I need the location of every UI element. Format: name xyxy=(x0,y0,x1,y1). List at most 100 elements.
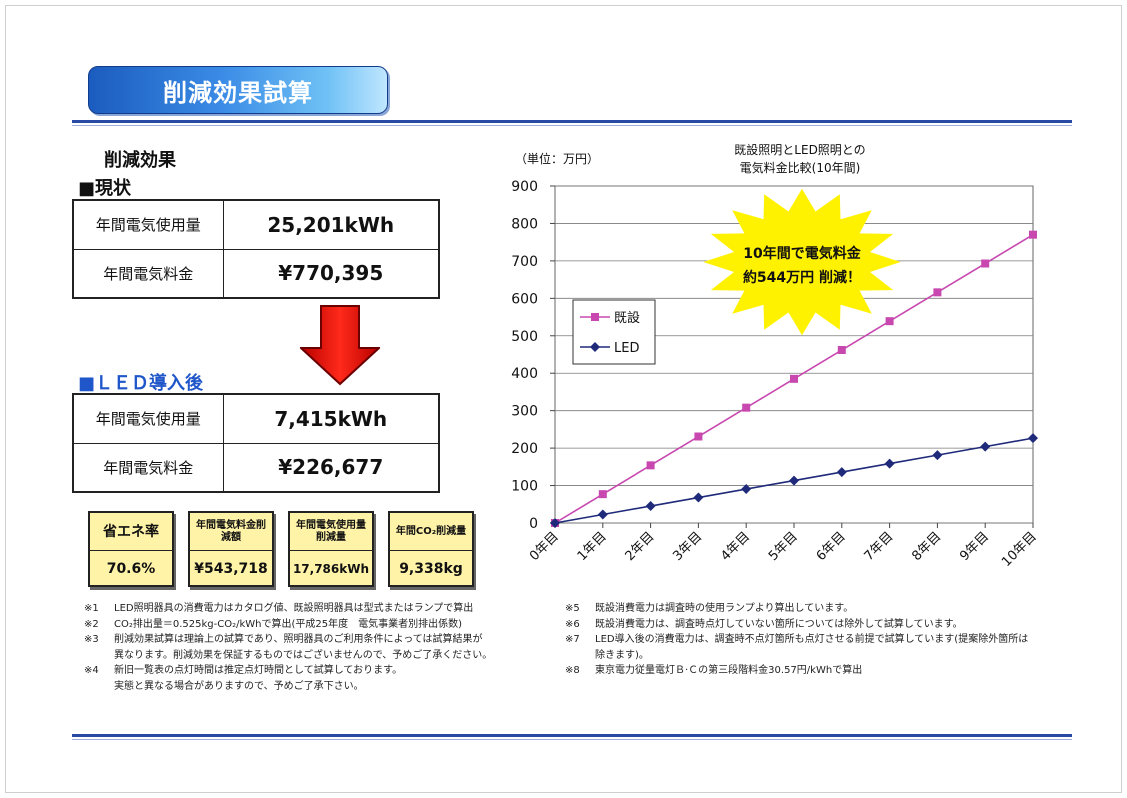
metric-label: 省エネ率 xyxy=(90,513,172,551)
legend-marker xyxy=(590,342,600,352)
data-point xyxy=(933,288,942,297)
cost-comparison-chart: 0 100 200 300 400 500 600 700 800 900 0年目 1年目 2年目 3年目… xyxy=(511,179,1040,570)
y-tick-label: 400 xyxy=(511,366,538,382)
note-mark: ※7 xyxy=(565,634,580,645)
data-point xyxy=(694,432,703,441)
note-text: 削減効果試算は理論上の試算であり、照明器具のご利用条件によっては試算結果が xyxy=(114,634,483,645)
table-key: 年間電気料金 xyxy=(72,442,224,493)
note-row: ※2 CO₂排出量＝0.525kg-CO₂/kWhで算出(平成25年度 電気事業者… xyxy=(84,617,564,633)
note-text: 新旧一覧表の点灯時間は推定点灯時間として試算しております。 xyxy=(114,665,403,676)
metric-label: 年間CO₂削減量 xyxy=(390,513,472,551)
metric-cost-reduction: 年間電気料金削減額 ¥543,718 xyxy=(188,511,274,587)
note-mark: ※1 xyxy=(84,603,99,614)
y-tick-label: 100 xyxy=(511,479,538,495)
table-row: 年間電気料金 ¥226,677 xyxy=(72,442,440,493)
note-text: 既設消費電力は調査時の使用ランプより算出しています。 xyxy=(595,603,854,614)
after-table: 年間電気使用量 7,415kWh 年間電気料金 ¥226,677 xyxy=(72,393,440,493)
data-point xyxy=(597,509,608,520)
notes-left: ※1 LED照明器具の消費電力はカタログ値、既設照明器具は型式またはランプで算出 ※… xyxy=(84,601,564,694)
y-tick-label: 200 xyxy=(511,441,538,457)
data-point xyxy=(885,317,894,326)
table-row: 年間電気料金 ¥770,395 xyxy=(72,248,440,299)
note-text: LED導入後の消費電力は、調査時不点灯箇所も点灯させる前提で試算しています(提案… xyxy=(595,634,1029,645)
note-mark xyxy=(84,648,114,664)
metric-value: 70.6% xyxy=(106,561,156,577)
chart-unit-label: （単位：万円） xyxy=(515,152,600,166)
note-text: 異なります。削減効果を保証するものではございませんので、予めご了承ください。 xyxy=(114,649,493,661)
data-point xyxy=(932,450,943,461)
top-divider xyxy=(72,120,1072,126)
x-tick-label: 9年目 xyxy=(957,529,992,564)
note-text: CO₂排出量＝0.525kg-CO₂/kWhで算出(平成25年度 電気事業者別排… xyxy=(114,618,463,630)
note-mark: ※8 xyxy=(565,665,580,676)
metric-value: 17,786kWh xyxy=(292,562,370,576)
x-tick-label: 4年目 xyxy=(718,529,753,564)
table-key: 年間電気使用量 xyxy=(72,199,224,250)
data-point xyxy=(693,492,704,503)
note-text: 実態と異なる場合がありますので、予めご了承下さい。 xyxy=(114,680,364,692)
data-point xyxy=(837,346,846,355)
annotation-text: 10年間で電気料金 xyxy=(743,245,861,262)
data-point xyxy=(790,374,798,383)
data-point xyxy=(789,475,799,486)
y-tick-label: 700 xyxy=(511,254,538,270)
legend-label: LED xyxy=(614,341,639,356)
y-tick-label: 0 xyxy=(529,516,538,532)
table-row: 年間電気使用量 7,415kWh xyxy=(72,393,440,444)
data-point xyxy=(742,403,751,412)
x-tick-label: 1年目 xyxy=(575,529,610,564)
data-point xyxy=(1029,230,1037,239)
section-heading: 削減効果 xyxy=(104,150,176,171)
note-row: ※8 東京電力従量電灯Ｂ·Ｃの第三段階料金30.57円/kWhで算出 xyxy=(565,663,1085,679)
data-point xyxy=(1028,433,1038,444)
current-table: 年間電気使用量 25,201kWh 年間電気料金 ¥770,395 xyxy=(72,199,440,299)
note-text: LED照明器具の消費電力はカタログ値、既設照明器具は型式またはランプで算出 xyxy=(114,603,474,614)
chart-title-line: 既設照明とLED照明との xyxy=(734,143,866,157)
note-mark xyxy=(565,648,595,664)
x-tick-label: 0年目 xyxy=(527,529,562,564)
metric-value: ¥543,718 xyxy=(194,561,268,577)
page-title: 削減効果試算 xyxy=(163,78,313,107)
chart-title-line: 電気料金比較(10年間) xyxy=(739,161,861,175)
data-point xyxy=(980,441,991,452)
title-banner: 削減効果試算 xyxy=(88,66,388,114)
y-tick-label: 600 xyxy=(511,291,538,307)
metric-usage-reduction: 年間電気使用量削減量 17,786kWh xyxy=(288,511,374,587)
data-point xyxy=(646,461,655,470)
after-heading: ■ＬＥＤ導入後 xyxy=(78,373,204,394)
note-row: ※6 既設消費電力は、調査時点灯していない箇所については除外して試算しています。 xyxy=(565,617,1085,633)
note-row: 異なります。削減効果を保証するものではございませんので、予めご了承ください。 xyxy=(84,648,564,664)
x-tick-label: 8年目 xyxy=(909,529,944,564)
note-mark: ※4 xyxy=(84,665,99,676)
bottom-divider xyxy=(72,734,1072,740)
data-point xyxy=(981,259,990,268)
data-point xyxy=(741,484,752,495)
down-arrow-icon xyxy=(300,305,380,386)
metric-co2-reduction: 年間CO₂削減量 9,338kg xyxy=(388,511,474,587)
data-point xyxy=(836,467,847,478)
table-value: ¥226,677 xyxy=(222,442,440,493)
note-row: ※3 削減効果試算は理論上の試算であり、照明器具のご利用条件によっては試算結果が xyxy=(84,632,564,648)
data-point xyxy=(645,501,656,512)
legend-label: 既設 xyxy=(614,310,640,326)
note-text: 除きます)。 xyxy=(595,649,649,661)
table-value: 25,201kWh xyxy=(222,199,440,250)
annotation-text: 約544万円 削減！ xyxy=(743,269,861,286)
note-mark: ※3 xyxy=(84,634,99,645)
table-key: 年間電気使用量 xyxy=(72,393,224,444)
chart-title: 既設照明とLED照明との 電気料金比較(10年間) xyxy=(700,141,900,177)
note-mark: ※5 xyxy=(565,603,580,614)
x-tick-label: 7年目 xyxy=(862,529,897,564)
x-tick-label: 10年目 xyxy=(999,529,1040,570)
metric-label: 年間電気使用量削減量 xyxy=(290,513,372,551)
metric-value: 9,338kg xyxy=(399,561,463,577)
note-text: 既設消費電力は、調査時点灯していない箇所については除外して試算しています。 xyxy=(595,618,963,630)
note-row: ※4 新旧一覧表の点灯時間は推定点灯時間として試算しております。 xyxy=(84,663,564,679)
note-row: 実態と異なる場合がありますので、予めご了承下さい。 xyxy=(84,679,564,695)
x-tick-label: 2年目 xyxy=(623,529,658,564)
y-tick-label: 300 xyxy=(511,404,538,420)
note-mark: ※6 xyxy=(565,618,580,630)
table-key: 年間電気料金 xyxy=(72,248,224,299)
legend-box xyxy=(572,299,656,365)
note-row: ※5 既設消費電力は調査時の使用ランプより算出しています。 xyxy=(565,601,1085,617)
